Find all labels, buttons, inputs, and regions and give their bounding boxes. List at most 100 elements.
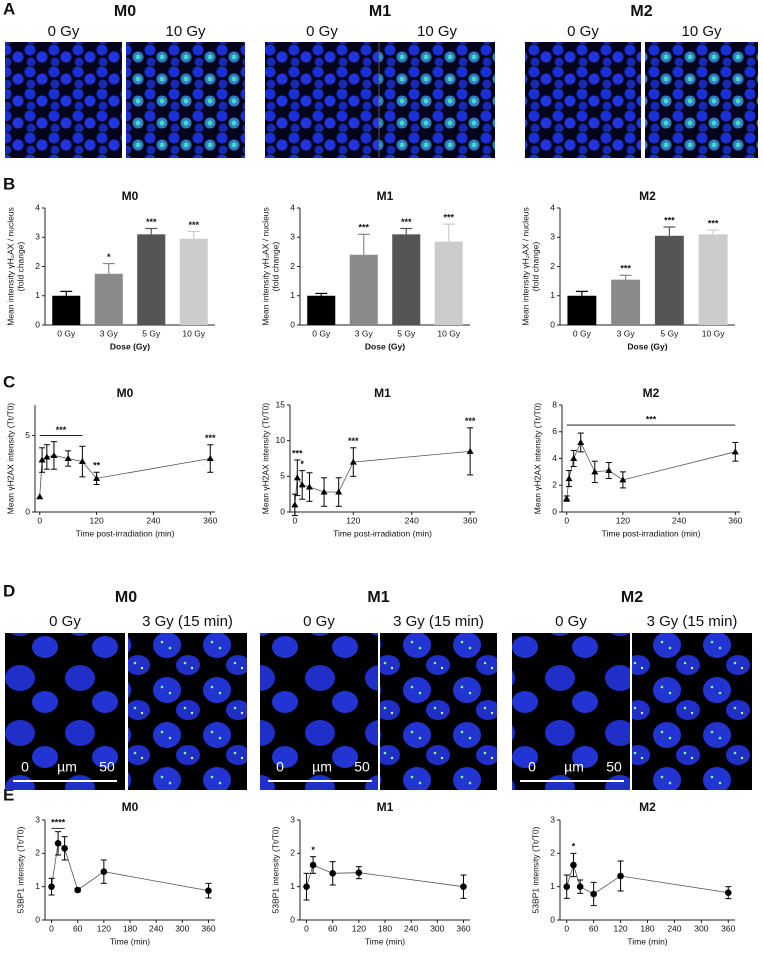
significance: ***: [292, 448, 303, 458]
significance: ***: [56, 425, 67, 435]
bar: [392, 234, 421, 325]
marker: [617, 872, 624, 880]
marker: [570, 455, 578, 461]
x-tick-label: 120: [89, 515, 103, 525]
x-axis-label: Time (min): [110, 936, 150, 946]
x-axis-label: Dose (Gy): [627, 341, 667, 351]
chart-title: M0: [122, 189, 139, 203]
y-tick-label: 8: [552, 399, 557, 409]
micrograph: [379, 42, 495, 158]
image-label: 10 Gy: [165, 23, 206, 40]
image-label: 10 Gy: [681, 23, 722, 40]
bar: [611, 279, 641, 325]
y-tick-label: 4: [550, 202, 555, 212]
bar: [434, 241, 463, 325]
x-axis-label: Time (min): [365, 936, 405, 946]
y-tick-label: 1: [550, 881, 555, 891]
y-tick-label: 6: [552, 426, 557, 436]
x-tick-label: 120: [616, 515, 630, 525]
marker: [591, 468, 599, 475]
y-tick-label: 4: [290, 202, 295, 212]
marker: [205, 887, 212, 894]
x-axis-label: Time post-irradiation (min): [602, 528, 701, 538]
marker: [36, 493, 44, 500]
x-tick-label: 60: [73, 923, 83, 933]
chart-title: M2: [639, 800, 656, 814]
y-tick-label: 1: [290, 290, 295, 300]
bar: [349, 254, 378, 325]
x-tick-label: 3 Gy: [355, 328, 374, 338]
marker: [54, 840, 62, 847]
x-tick-label: 300: [175, 923, 189, 933]
micrograph: [126, 42, 245, 158]
panel-label: A: [3, 0, 15, 18]
image-group-title: M0: [115, 589, 137, 606]
marker: [61, 845, 68, 852]
significance: ****: [51, 818, 66, 828]
marker: [64, 455, 72, 461]
y-tick-label: 5: [280, 471, 285, 481]
marker: [320, 488, 328, 495]
y-tick-label: 4: [35, 202, 40, 212]
bar: [94, 273, 123, 325]
x-tick-label: 3 Gy: [100, 328, 119, 338]
chart-title: M2: [639, 189, 656, 203]
marker: [43, 453, 51, 460]
y-tick-label: 3: [35, 232, 40, 242]
image-group-title: M2: [630, 3, 652, 20]
y-axis-label: Mean intensity γH₂AX / nucleus: [520, 207, 530, 326]
x-tick-label: 120: [97, 923, 111, 933]
x-tick-label: 240: [667, 923, 681, 933]
x-tick-label: 360: [203, 515, 217, 525]
y-tick-label: 0: [552, 506, 557, 516]
y-tick-label: 0: [550, 319, 555, 329]
x-tick-label: 10 Gy: [182, 328, 205, 338]
significance: **: [93, 461, 101, 471]
marker: [100, 868, 108, 875]
x-tick-label: 0 Gy: [312, 328, 331, 338]
panel-label: C: [3, 372, 15, 391]
scale-bar-label: 50: [354, 759, 370, 775]
significance: ***: [188, 220, 199, 230]
micrograph: [5, 633, 125, 790]
chart-title: M1: [377, 800, 394, 814]
x-axis-label: Dose (Gy): [365, 341, 405, 351]
marker: [349, 458, 357, 465]
y-axis-label: 53BP1 intensity (Tt/T0): [15, 826, 25, 913]
y-tick-label: 4: [552, 453, 557, 463]
x-tick-label: 10 Gy: [437, 328, 460, 338]
x-tick-label: 360: [456, 923, 470, 933]
chart-title: M1: [377, 189, 394, 203]
y-tick-label: 0: [290, 319, 295, 329]
micrograph: [260, 633, 378, 790]
bar: [137, 234, 166, 325]
image-group-title: M1: [369, 3, 391, 20]
bar: [52, 295, 81, 325]
image-label: 0 Gy: [48, 23, 80, 40]
image-label: 0 Gy: [567, 23, 599, 40]
y-tick-label: 1: [35, 290, 40, 300]
y-tick-label: 2: [290, 261, 295, 271]
panel-label: E: [3, 785, 14, 804]
y-axis-label: (fold change): [270, 242, 280, 292]
significance: *: [107, 252, 111, 262]
x-tick-label: 360: [728, 515, 742, 525]
y-tick-label: 2: [290, 848, 295, 858]
marker: [731, 448, 739, 455]
marker: [460, 883, 467, 890]
y-tick-label: 2: [550, 848, 555, 858]
x-tick-label: 240: [146, 515, 160, 525]
image-label: 0 Gy: [303, 613, 335, 630]
chart-title: M1: [374, 386, 391, 400]
marker: [590, 890, 597, 898]
x-tick-label: 360: [721, 923, 735, 933]
marker: [50, 451, 58, 458]
line: [306, 864, 464, 888]
x-tick-label: 0: [304, 923, 309, 933]
panel-label: B: [3, 174, 15, 193]
marker: [563, 883, 571, 890]
image-label: 0 Gy: [49, 613, 81, 630]
x-tick-label: 0 Gy: [57, 328, 76, 338]
image-label: 0 Gy: [306, 23, 338, 40]
x-tick-label: 240: [405, 515, 419, 525]
